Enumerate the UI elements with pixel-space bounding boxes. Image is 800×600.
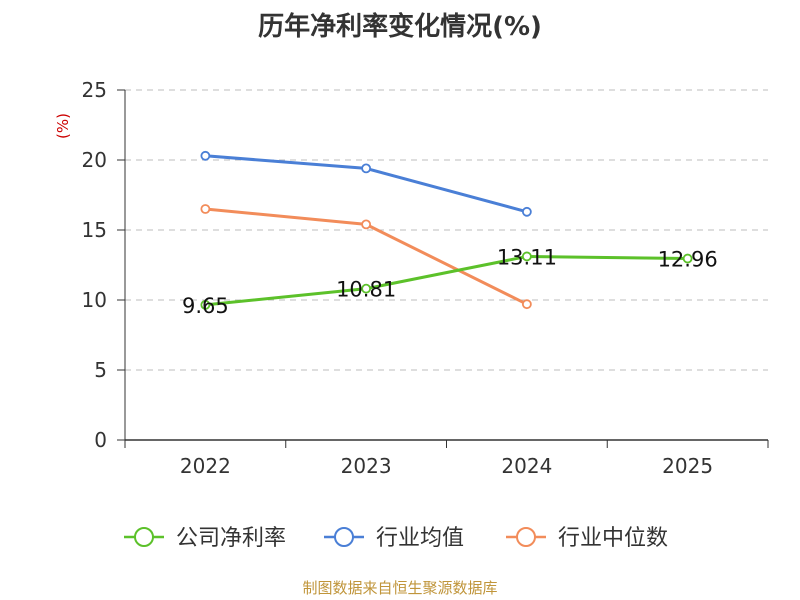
data-label: 12.96 xyxy=(658,248,718,272)
data-point xyxy=(361,163,372,174)
legend-item-label: 行业中位数 xyxy=(558,526,668,551)
legend-item-label: 公司净利率 xyxy=(176,526,286,551)
legend-item-label: 行业均值 xyxy=(376,526,464,551)
x-tick-label: 2022 xyxy=(180,454,231,478)
legend-swatch-marker xyxy=(516,527,536,547)
data-point xyxy=(682,253,693,264)
data-point xyxy=(361,283,372,294)
legend-swatch-marker xyxy=(334,527,354,547)
y-tick-label: 20 xyxy=(82,148,107,172)
y-tick-label: 10 xyxy=(82,288,107,312)
data-labels: 9.65 10.81 13.11 12.96 xyxy=(182,245,718,317)
series-line xyxy=(205,254,688,307)
y-tick-label: 25 xyxy=(82,78,107,102)
legend-swatch-marker xyxy=(134,527,154,547)
data-point xyxy=(361,219,372,230)
data-point xyxy=(200,204,211,214)
x-tick-label: 2024 xyxy=(501,454,552,478)
data-point xyxy=(521,251,532,262)
chart-title: 历年净利率变化情况(%) xyxy=(258,12,542,42)
data-label: 10.81 xyxy=(336,278,396,302)
legend: 公司净利率 行业均值 行业中位数 xyxy=(124,526,668,551)
y-tick-label: 15 xyxy=(82,218,107,242)
data-source-note: 制图数据来自恒生聚源数据库 xyxy=(302,579,498,597)
data-point xyxy=(200,299,211,310)
y-axis-unit: (%) xyxy=(54,113,72,139)
y-tick-label: 5 xyxy=(94,358,107,382)
x-tick-label: 2023 xyxy=(341,454,392,478)
x-tick-label: 2025 xyxy=(662,454,713,478)
data-point xyxy=(521,299,532,310)
data-point xyxy=(521,206,532,217)
data-point xyxy=(200,150,211,161)
data-label: 13.11 xyxy=(497,245,557,269)
series-layer xyxy=(200,150,693,310)
grid-lines xyxy=(125,89,768,371)
y-tick-label: 0 xyxy=(94,428,107,452)
data-label: 9.65 xyxy=(182,294,229,318)
